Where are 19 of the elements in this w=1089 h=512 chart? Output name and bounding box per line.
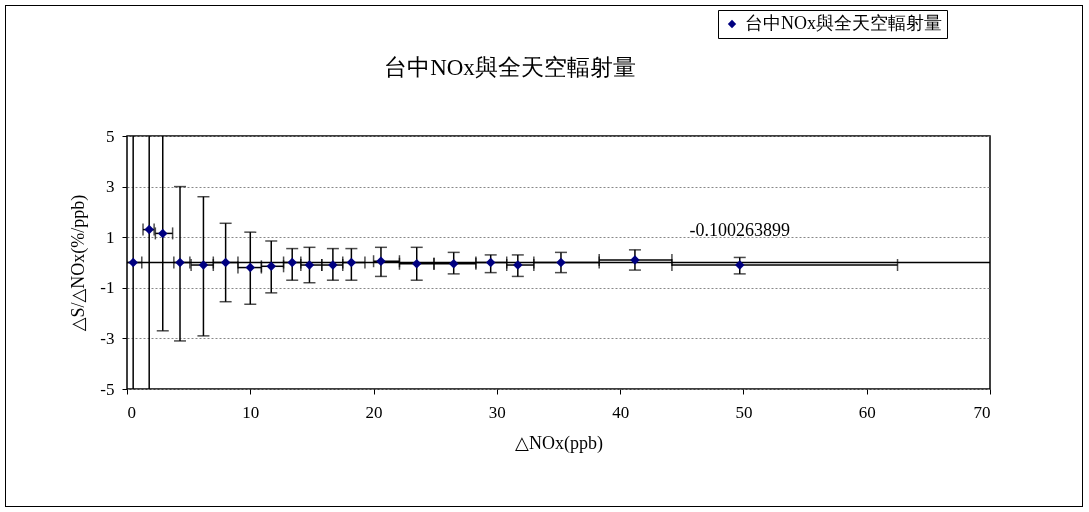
annotation: -0.100263899 <box>689 220 790 241</box>
y-tick-label: -1 <box>100 278 115 298</box>
x-tick-label: 0 <box>127 402 136 422</box>
x-tick-label: 60 <box>858 402 876 422</box>
x-tick-label: 30 <box>488 402 506 422</box>
legend-label: 台中NOx與全天空輻射量 <box>745 13 942 33</box>
y-tick-label: 1 <box>106 227 115 247</box>
y-tick-label: -5 <box>100 379 115 399</box>
y-tick-label: -3 <box>100 328 115 348</box>
chart-title: 台中NOx與全天空輻射量 <box>384 55 636 80</box>
x-tick-label: 50 <box>735 402 753 422</box>
y-tick-label: 3 <box>106 177 115 197</box>
x-tick-label: 10 <box>242 402 260 422</box>
y-tick-label: 5 <box>106 126 115 146</box>
y-axis-title: △S/△NOx(%/ppb) <box>68 194 90 332</box>
x-axis-title: △NOx(ppb) <box>515 432 603 454</box>
x-tick-label: 20 <box>365 402 383 422</box>
x-tick-label: 40 <box>612 402 630 422</box>
x-tick-label: 70 <box>973 402 991 422</box>
